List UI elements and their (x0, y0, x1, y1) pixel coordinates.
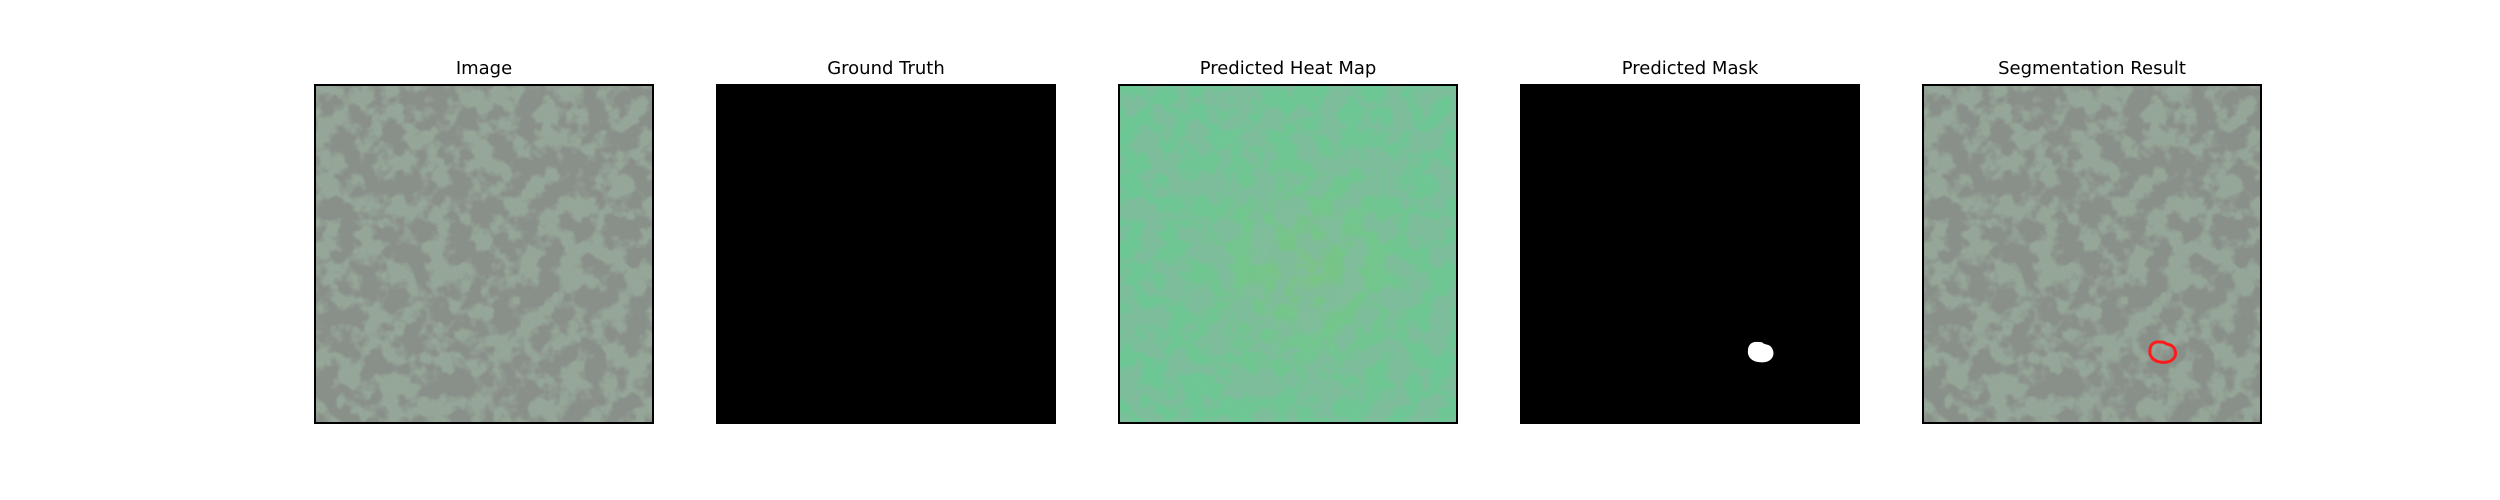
segmentation-result-image (1922, 84, 2262, 424)
heat-map-image-svg (1120, 86, 1456, 422)
panel-title: Image (455, 58, 513, 79)
panel-title: Predicted Heat Map (1199, 58, 1377, 79)
predicted-mask-image (1520, 84, 1860, 424)
predicted-region (1747, 341, 1774, 363)
panel-title: Predicted Mask (1621, 58, 1759, 79)
panel-segmentation-result: Segmentation Result (1922, 0, 2262, 500)
panel-predicted-mask: Predicted Mask (1520, 0, 1860, 500)
panel-title: Ground Truth (827, 58, 945, 79)
texture-image (314, 84, 654, 424)
panel-image: Image (314, 0, 654, 500)
ground-truth-mask-svg (718, 86, 1054, 422)
panel-heat-map: Predicted Heat Map (1118, 0, 1458, 500)
panel-ground-truth: Ground Truth (716, 0, 1056, 500)
heat-map-image (1118, 84, 1458, 424)
panel-title: Segmentation Result (1998, 58, 2186, 79)
predicted-mask-image-svg (1522, 86, 1858, 422)
ground-truth-mask (716, 84, 1056, 424)
texture-image-svg (316, 86, 652, 422)
segmentation-result-image-svg (1924, 86, 2260, 422)
segmentation-contour (2148, 340, 2177, 364)
